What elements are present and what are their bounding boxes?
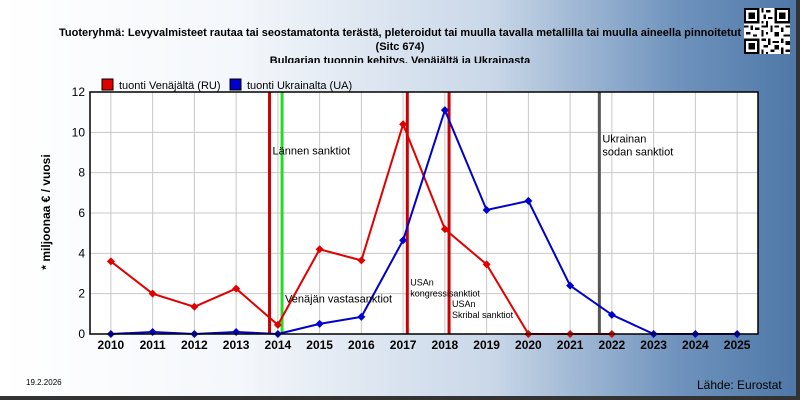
event-label-line: sodan sanktiot xyxy=(602,146,673,158)
data-point-ua xyxy=(607,310,616,319)
x-tick-label: 2021 xyxy=(557,338,584,352)
x-tick-label: 2016 xyxy=(348,338,375,352)
plot-border xyxy=(89,91,759,335)
x-tick-label: 2015 xyxy=(306,338,333,352)
y-tick-label: 8 xyxy=(78,166,85,180)
y-tick-label: 12 xyxy=(72,85,86,99)
data-point-ru xyxy=(232,284,241,293)
data-point-ua xyxy=(482,205,491,214)
chart-title: Tuoteryhmä: Levyvalmisteet rautaa tai se… xyxy=(0,26,800,54)
y-tick-label: 2 xyxy=(78,287,85,301)
data-point-ua xyxy=(440,106,449,115)
event-label: USAn Skribal sanktiot xyxy=(452,299,514,320)
x-tick-label: 2012 xyxy=(181,338,208,352)
data-point-ru xyxy=(399,120,408,129)
event-label-line: USAn xyxy=(410,278,434,288)
data-point-ru xyxy=(190,302,199,311)
legend-label: tuonti Ukrainalta (UA) xyxy=(247,80,352,92)
x-tick-label: 2025 xyxy=(724,338,751,352)
event-label-line: Ukrainan xyxy=(602,133,646,145)
y-tick-label: 4 xyxy=(78,246,85,260)
publish-date: 19.2.2026 xyxy=(26,378,62,387)
data-point-ua xyxy=(524,196,533,205)
x-tick-label: 2020 xyxy=(515,338,542,352)
event-label: Lännen sanktiot xyxy=(273,146,351,158)
event-label: USAn kongressisanktiot xyxy=(410,278,480,299)
event-label-line: USAn xyxy=(452,299,476,309)
legend-swatch xyxy=(229,78,242,91)
chart-title-line2: (Sitc 674) xyxy=(375,41,425,53)
x-tick-label: 2011 xyxy=(140,338,166,352)
data-point-ru xyxy=(315,245,324,254)
data-point-ua xyxy=(357,312,366,321)
event-label-line: Lännen sanktiot xyxy=(273,146,351,158)
data-point-ru xyxy=(440,225,449,234)
x-tick-label: 2022 xyxy=(599,338,626,352)
data-point-ru xyxy=(148,289,157,298)
data-point-ru xyxy=(482,260,491,269)
data-point-ru xyxy=(106,257,115,266)
qr-code-icon xyxy=(744,8,790,54)
event-label-line: Venäjän vastasanktiot xyxy=(285,294,392,306)
event-label-line: Skribal sanktiot xyxy=(452,310,514,320)
event-label: Venäjän vastasanktiot xyxy=(285,294,392,306)
x-tick-label: 2018 xyxy=(432,338,459,352)
data-point-ua xyxy=(399,236,408,245)
data-point-ua xyxy=(566,281,575,290)
data-point-ua xyxy=(315,319,324,328)
x-tick-label: 2013 xyxy=(223,338,250,352)
data-point-ru xyxy=(273,320,282,329)
data-point-ru xyxy=(357,256,366,265)
y-tick-label: 6 xyxy=(78,206,85,220)
y-tick-label: 0 xyxy=(78,327,85,341)
x-tick-label: 2017 xyxy=(390,338,417,352)
chart-title-line1: Tuoteryhmä: Levyvalmisteet rautaa tai se… xyxy=(59,27,741,39)
x-tick-label: 2024 xyxy=(682,338,709,352)
event-label: Ukrainan sodan sanktiot xyxy=(602,133,673,158)
series-line-ua xyxy=(110,107,738,336)
event-label-line: kongressisanktiot xyxy=(410,289,480,299)
y-tick-label: 10 xyxy=(72,125,86,139)
source-label: Lähde: Eurostat xyxy=(697,378,782,392)
x-tick-label: 2014 xyxy=(265,338,292,352)
x-tick-label: 2019 xyxy=(473,338,500,352)
x-tick-label: 2010 xyxy=(98,338,125,352)
legend-label: tuonti Venäjältä (RU) xyxy=(119,80,221,92)
x-tick-label: 2023 xyxy=(640,338,667,352)
chart-subtitle: Bulgarian tuonnin kehitys, Venäjältä ja … xyxy=(269,55,531,63)
y-axis-label: * miljoonaa € / vuosi xyxy=(39,154,53,269)
legend-swatch xyxy=(101,78,114,91)
